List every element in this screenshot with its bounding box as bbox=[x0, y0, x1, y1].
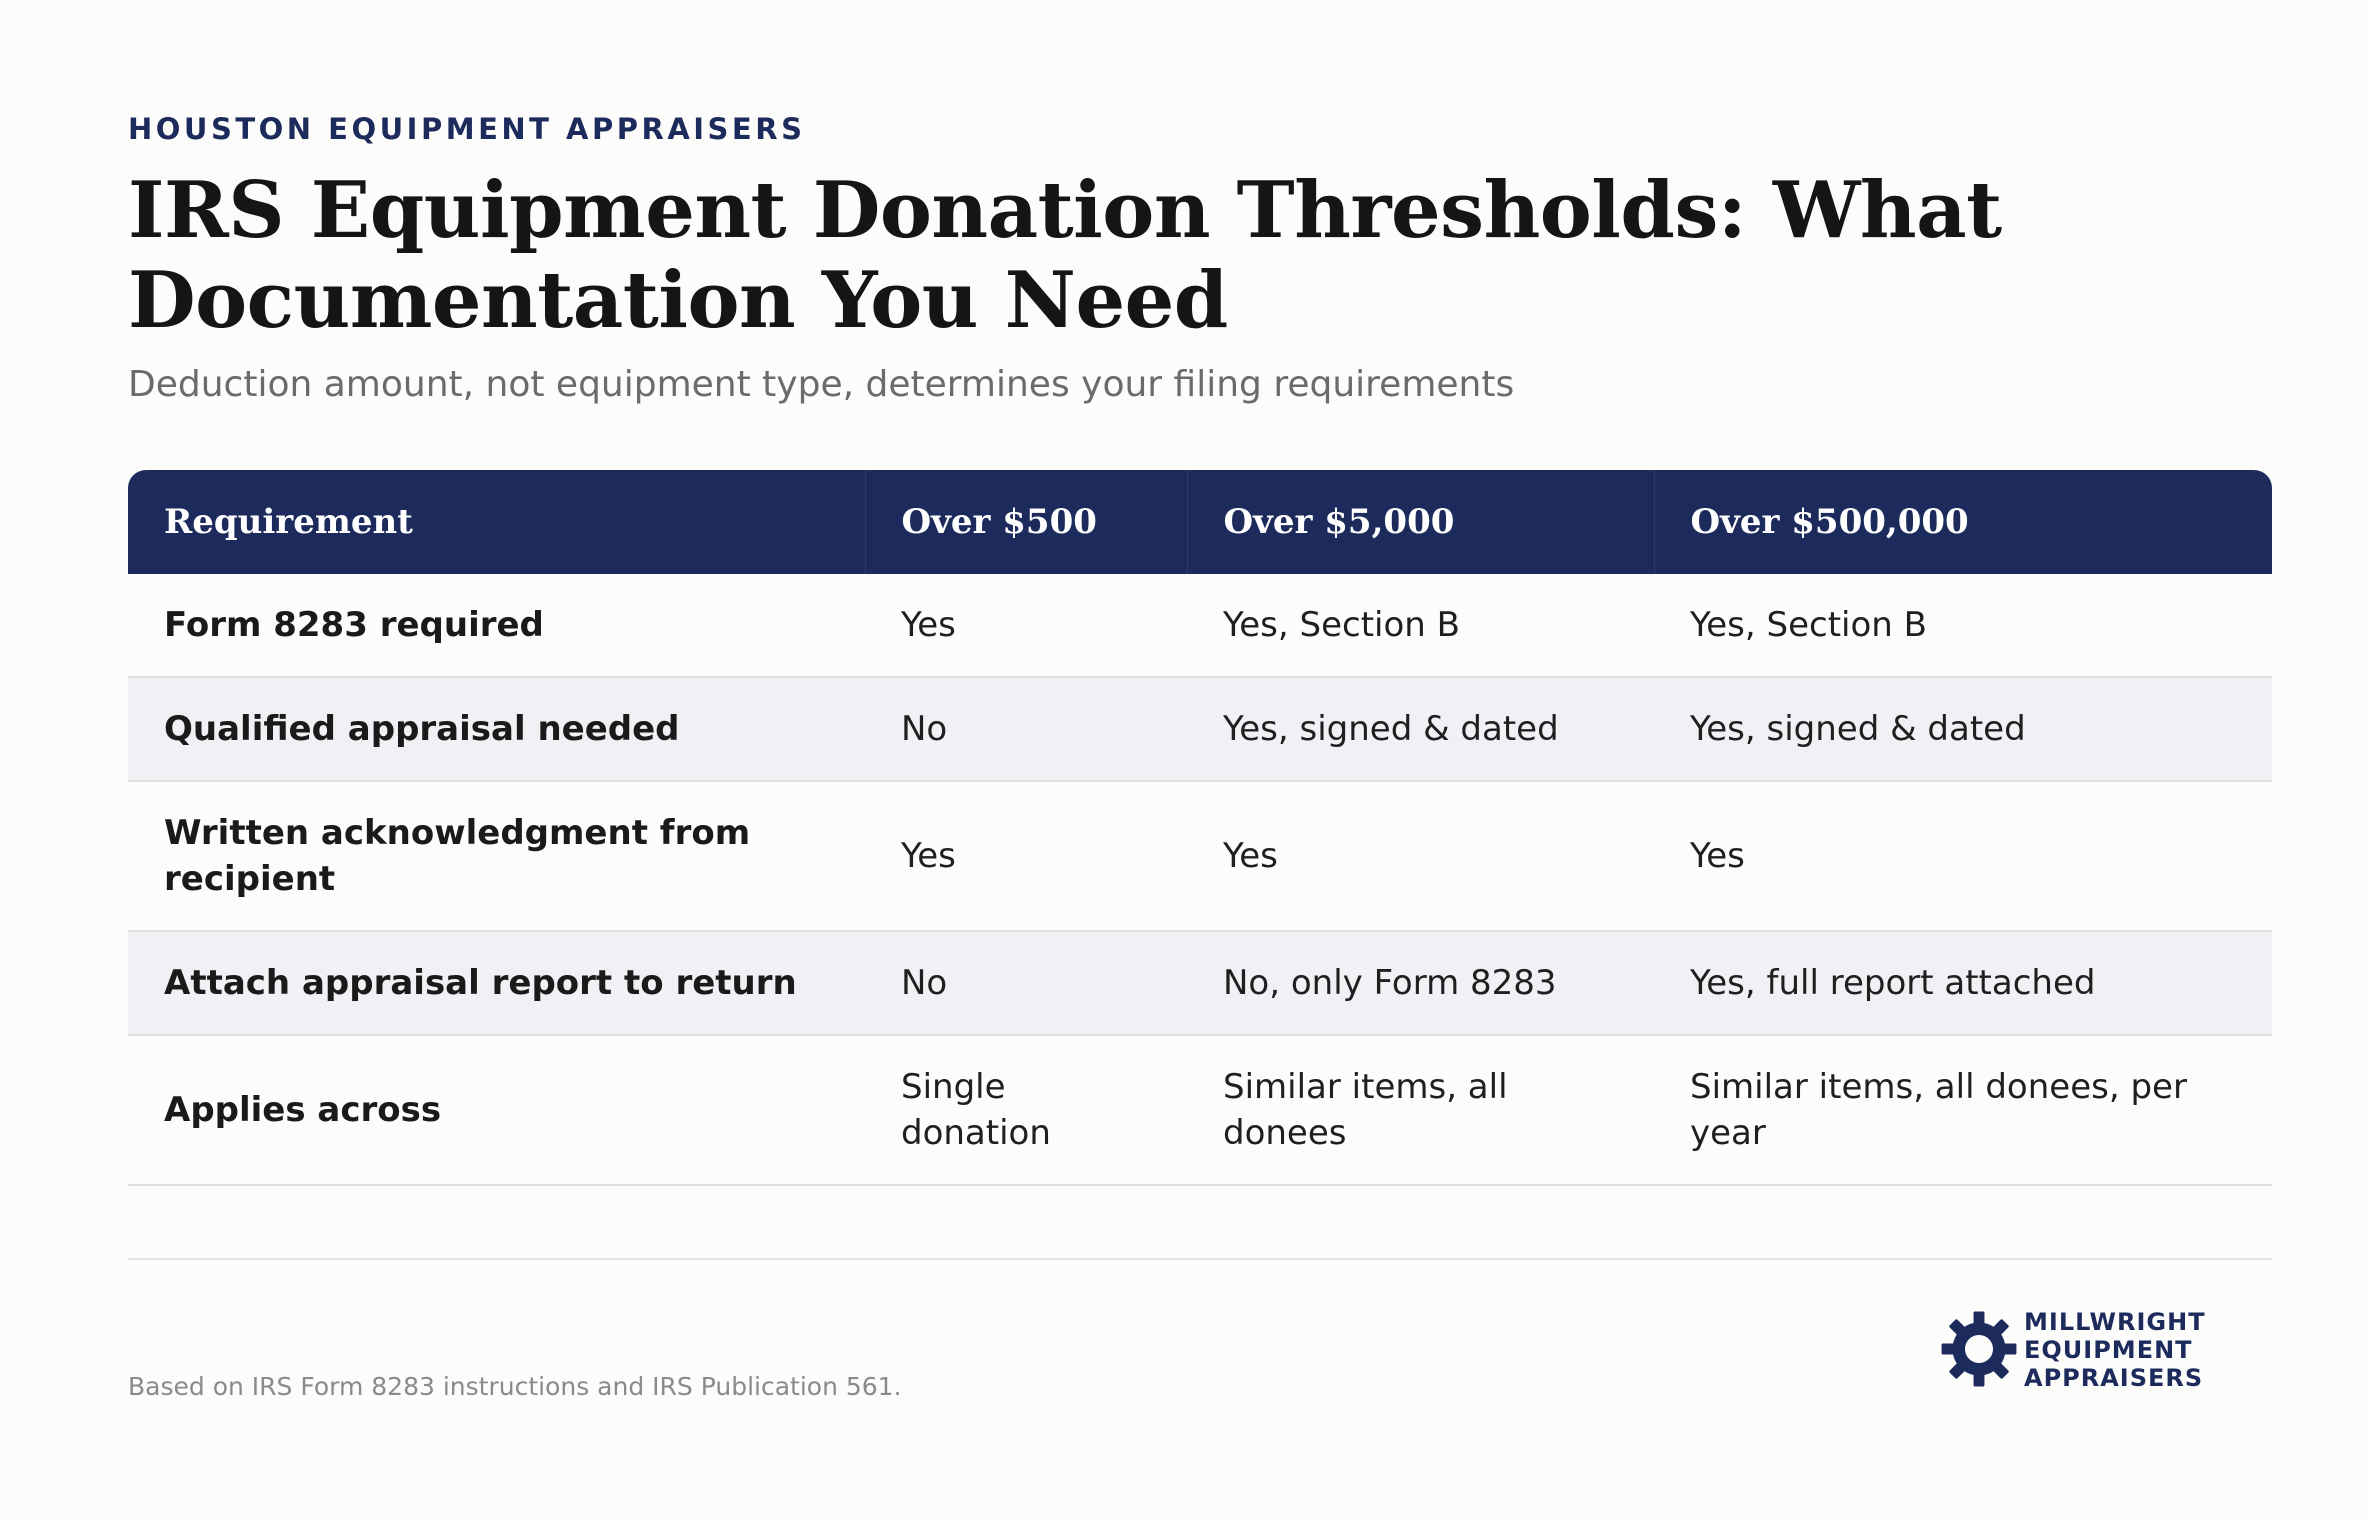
table-cell: Yes bbox=[1654, 781, 2272, 932]
table-cell: Yes bbox=[865, 781, 1187, 932]
thresholds-table: Requirement Over $500 Over $5,000 Over $… bbox=[128, 470, 2272, 1186]
table-cell: No bbox=[865, 931, 1187, 1036]
company-logo: MILLWRIGHT EQUIPMENT APPRAISERS bbox=[1940, 1304, 2260, 1400]
requirement-cell: Qualified appraisal needed bbox=[128, 677, 865, 782]
table-row: Applies across Single donation Similar i… bbox=[128, 1035, 2272, 1186]
page-title: IRS Equipment Donation Thresholds: What … bbox=[128, 165, 2002, 346]
column-header-requirement: Requirement bbox=[128, 470, 866, 574]
gear-icon bbox=[1941, 1311, 2017, 1387]
table-cell: Similar items, all donees bbox=[1187, 1035, 1654, 1186]
requirement-cell: Applies across bbox=[128, 1035, 865, 1186]
table-cell: Yes, Section B bbox=[1654, 574, 2272, 678]
table-row: Form 8283 required Yes Yes, Section B Ye… bbox=[128, 574, 2272, 678]
logo-wordmark: MILLWRIGHT EQUIPMENT APPRAISERS bbox=[2024, 1308, 2206, 1392]
table-cell: Yes, Section B bbox=[1187, 574, 1654, 678]
column-header-over-500: Over $500 bbox=[865, 470, 1188, 574]
table-cell: Yes bbox=[1187, 781, 1654, 932]
table-cell: Single donation bbox=[865, 1035, 1187, 1186]
table-cell: No, only Form 8283 bbox=[1187, 931, 1654, 1036]
column-header-over-5000: Over $5,000 bbox=[1187, 470, 1655, 574]
table-header-row: Requirement Over $500 Over $5,000 Over $… bbox=[128, 470, 2272, 574]
requirement-cell: Attach appraisal report to return bbox=[128, 931, 865, 1036]
table-cell: Yes bbox=[865, 574, 1187, 678]
page-subtitle: Deduction amount, not equipment type, de… bbox=[128, 364, 1515, 405]
table-cell: No bbox=[865, 677, 1187, 782]
source-note: Based on IRS Form 8283 instructions and … bbox=[128, 1372, 902, 1401]
footer-divider bbox=[128, 1258, 2272, 1260]
requirement-cell: Written acknowledgment from recipient bbox=[128, 781, 865, 932]
logo-line: EQUIPMENT bbox=[2024, 1336, 2193, 1364]
table-cell: Yes, signed & dated bbox=[1654, 677, 2272, 782]
thresholds-table-container: Requirement Over $500 Over $5,000 Over $… bbox=[128, 470, 2272, 1186]
table-row: Written acknowledgment from recipient Ye… bbox=[128, 781, 2272, 932]
table-row: Qualified appraisal needed No Yes, signe… bbox=[128, 677, 2272, 782]
logo-line: APPRAISERS bbox=[2024, 1364, 2204, 1392]
eyebrow-label: HOUSTON EQUIPMENT APPRAISERS bbox=[128, 112, 806, 146]
table-cell: Similar items, all donees, per year bbox=[1654, 1035, 2272, 1186]
column-header-over-500000: Over $500,000 bbox=[1654, 470, 2272, 574]
logo-line: MILLWRIGHT bbox=[2024, 1308, 2206, 1336]
table-cell: Yes, signed & dated bbox=[1187, 677, 1654, 782]
table-row: Attach appraisal report to return No No,… bbox=[128, 931, 2272, 1036]
requirement-cell: Form 8283 required bbox=[128, 574, 865, 678]
table-cell: Yes, full report attached bbox=[1654, 931, 2272, 1036]
